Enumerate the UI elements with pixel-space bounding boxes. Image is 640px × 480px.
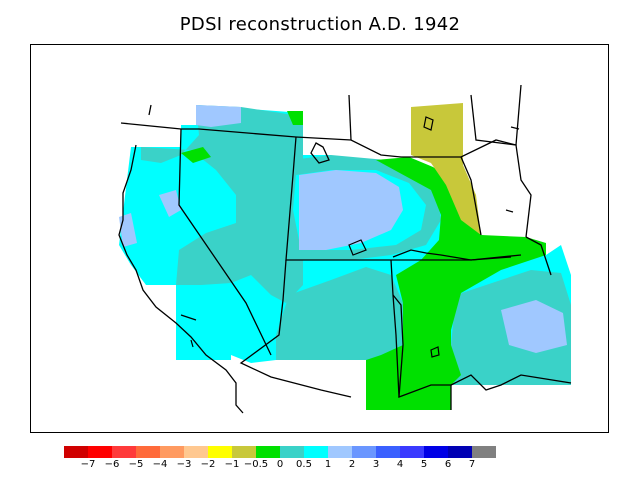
colorbar-tick-label: 4 [396, 459, 404, 470]
colorbar-tick-label: 1 [324, 459, 332, 470]
colorbar-swatch [136, 446, 160, 458]
colorbar-swatch [376, 446, 400, 458]
colorbar-swatch [88, 446, 112, 458]
map-frame [30, 44, 609, 433]
colorbar-swatch [448, 446, 472, 458]
colorbar-tick-label: −1 [224, 459, 240, 470]
map-title: PDSI reconstruction A.D. 1942 [179, 14, 461, 35]
region-green [366, 157, 546, 410]
colorbar-swatch [256, 446, 280, 458]
colorbar-tick-label: −2 [200, 459, 216, 470]
colorbar-tick-label: 6 [444, 459, 452, 470]
region-lightblue-west [159, 190, 181, 217]
colorbar [64, 446, 496, 458]
region-olive [411, 103, 481, 235]
colorbar-tick-label: −7 [80, 459, 96, 470]
region-lightblue-east [501, 300, 567, 353]
region-lightblue-coast [119, 213, 137, 247]
region-lightblue-north [299, 170, 403, 250]
colorbar-swatch [424, 446, 448, 458]
colorbar-swatch [352, 446, 376, 458]
region-teal-south [276, 267, 403, 360]
colorbar-swatch [160, 446, 184, 458]
colorbar-swatch [184, 446, 208, 458]
colorbar-tick-label: −4 [152, 459, 168, 470]
colorbar-swatch [64, 446, 88, 458]
colorbar-tick-label: −0.5 [243, 459, 269, 470]
colorbar-tick-label: −6 [104, 459, 120, 470]
colorbar-tick-label: −5 [128, 459, 144, 470]
colorbar-labels: −7 −6 −5 −4 −3 −2 −1 −0.5 0 0.5 1 2 3 4 5 6 7 [0, 459, 640, 473]
colorbar-swatch [112, 446, 136, 458]
colorbar-swatch [304, 446, 328, 458]
region-green-small-top [287, 111, 303, 125]
state-boundaries [118, 84, 572, 414]
colorbar-swatch [208, 446, 232, 458]
colorbar-tick-label: 0 [276, 459, 284, 470]
colorbar-tick-label: 0.5 [296, 459, 312, 470]
lakes [180, 116, 520, 358]
colorbar-tick-label: 7 [468, 459, 476, 470]
colorbar-tick-label: −3 [176, 459, 192, 470]
colorbar-swatch [328, 446, 352, 458]
pdsi-field [119, 103, 571, 410]
region-green-small-nw [181, 147, 211, 163]
map-canvas [118, 84, 572, 414]
region-lightblue-nw [196, 105, 241, 127]
region-teal-west [141, 105, 303, 303]
colorbar-swatch [280, 446, 304, 458]
colorbar-swatch [232, 446, 256, 458]
colorbar-tick-label: 5 [420, 459, 428, 470]
colorbar-tick-label: 2 [348, 459, 356, 470]
colorbar-swatch [400, 446, 424, 458]
colorbar-tick-label: 3 [372, 459, 380, 470]
colorbar-swatch [472, 446, 496, 458]
